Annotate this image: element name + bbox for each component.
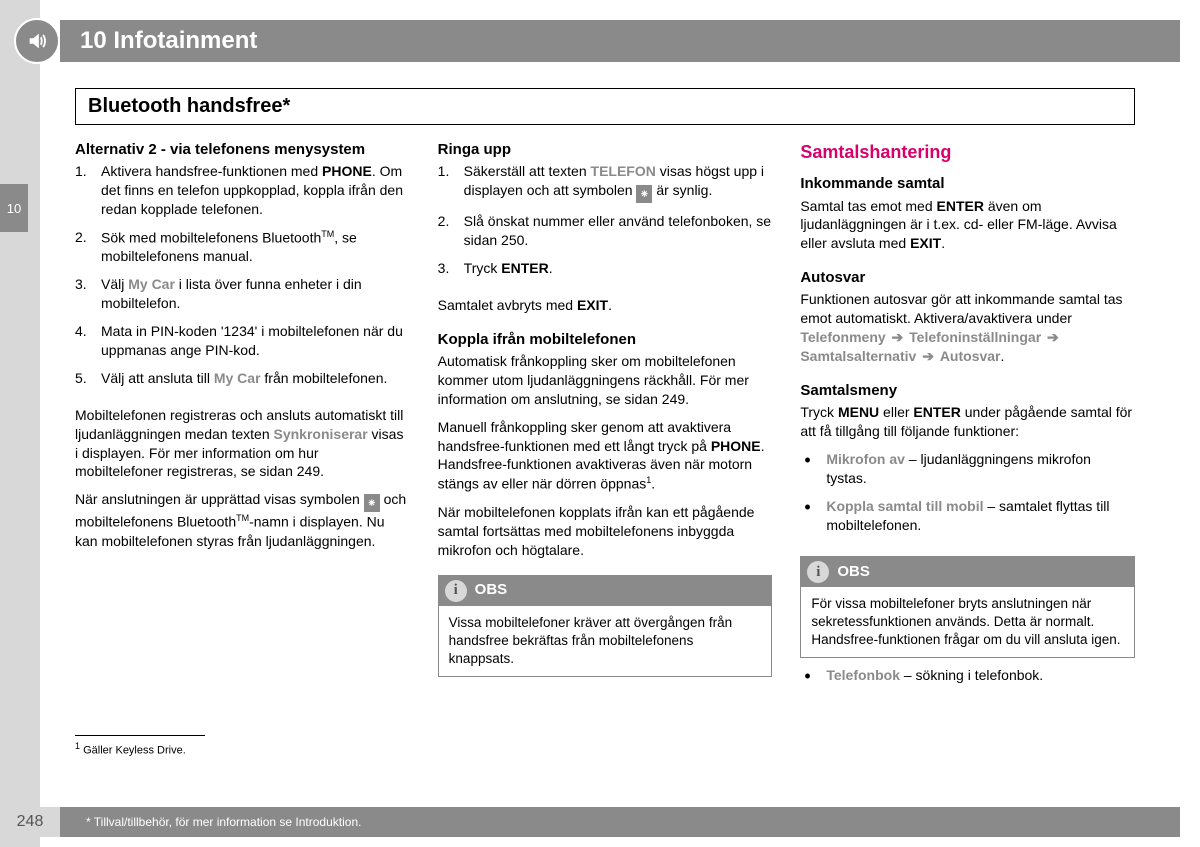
section-title: Bluetooth handsfree* xyxy=(88,95,1122,118)
speaker-icon xyxy=(14,18,60,64)
bluetooth-icon: ⁕ xyxy=(364,494,380,512)
obs-label: OBS xyxy=(837,562,870,582)
arrow-icon: ➔ xyxy=(890,329,906,345)
obs-label: OBS xyxy=(475,580,508,600)
list-item: Välj att ansluta till My Car från mobilt… xyxy=(75,369,410,388)
list-item: Tryck ENTER. xyxy=(438,259,773,278)
obs-header: i OBS xyxy=(801,557,1134,587)
footer-note: * Tillval/tillbehör, för mer information… xyxy=(86,815,361,829)
col2-koppla-p1: Automatisk frånkoppling sker om mobiltel… xyxy=(438,352,773,409)
section-tab: 10 xyxy=(0,184,28,232)
page-margin-left xyxy=(0,0,40,847)
col1-para-connected: När anslutningen är upprättad visas symb… xyxy=(75,490,410,550)
heading-samtalshantering: Samtalshantering xyxy=(800,140,1135,164)
list-item: Telefonbok – sökning i telefonbok. xyxy=(800,666,1135,685)
col2-para-exit: Samtalet avbryts med EXIT. xyxy=(438,296,773,315)
heading-samtalsmeny: Samtalsmeny xyxy=(800,381,1135,401)
column-2: Ringa upp Säkerställ att texten TELEFON … xyxy=(438,140,773,767)
chapter-header: 10 Infotainment xyxy=(60,20,1180,62)
ringa-steps: Säkerställ att texten TELEFON visas högs… xyxy=(438,162,773,287)
arrow-icon: ➔ xyxy=(1045,329,1061,345)
heading-ringa: Ringa upp xyxy=(438,140,773,160)
heading-inkommande: Inkommande samtal xyxy=(800,174,1135,194)
col2-koppla-p2: Manuell frånkoppling sker genom att avak… xyxy=(438,418,773,494)
col1-para-sync: Mobiltelefonen registreras och ansluts a… xyxy=(75,406,410,482)
list-item: Sök med mobiltelefonens BluetoothTM, se … xyxy=(75,228,410,266)
heading-alt2: Alternativ 2 - via telefonens menysystem xyxy=(75,140,410,160)
col3-menu-p: Tryck MENU eller ENTER under pågående sa… xyxy=(800,403,1135,441)
obs-body: Vissa mobiltelefoner kräver att övergång… xyxy=(439,606,772,677)
page-number: 248 xyxy=(0,807,60,837)
bluetooth-icon: ⁕ xyxy=(636,185,652,203)
heading-koppla: Koppla ifrån mobiltelefonen xyxy=(438,330,773,350)
obs-box-2: i OBS För vissa mobiltelefoner bryts ans… xyxy=(800,556,1135,659)
menu-bullets-1: Mikrofon av – ljudanläggningens mikrofon… xyxy=(800,450,1135,544)
col2-koppla-p3: När mobiltelefonen kopplats ifrån kan et… xyxy=(438,503,773,560)
list-item: Slå önskat nummer eller använd telefonbo… xyxy=(438,212,773,250)
section-title-box: Bluetooth handsfree* xyxy=(75,88,1135,125)
footnote-rule xyxy=(75,735,205,736)
column-3: Samtalshantering Inkommande samtal Samta… xyxy=(800,140,1135,767)
list-item: Säkerställ att texten TELEFON visas högs… xyxy=(438,162,773,203)
chapter-title: 10 Infotainment xyxy=(80,27,257,55)
alt2-steps: Aktivera handsfree-funktionen med PHONE.… xyxy=(75,162,410,397)
list-item: Koppla samtal till mobil – samtalet flyt… xyxy=(800,497,1135,535)
footnote-1: 1 Gäller Keyless Drive. xyxy=(75,740,410,759)
obs-body: För vissa mobiltelefoner bryts anslutnin… xyxy=(801,587,1134,658)
arrow-icon: ➔ xyxy=(920,348,936,364)
obs-header: i OBS xyxy=(439,576,772,606)
list-item: Aktivera handsfree-funktionen med PHONE.… xyxy=(75,162,410,219)
info-icon: i xyxy=(807,561,829,583)
obs-box-1: i OBS Vissa mobiltelefoner kräver att öv… xyxy=(438,575,773,678)
footer-bar: * Tillval/tillbehör, för mer information… xyxy=(60,807,1180,837)
list-item: Mikrofon av – ljudanläggningens mikrofon… xyxy=(800,450,1135,488)
info-icon: i xyxy=(445,580,467,602)
heading-autosvar: Autosvar xyxy=(800,268,1135,288)
col3-auto-p: Funktionen autosvar gör att inkommande s… xyxy=(800,290,1135,366)
menu-bullets-2: Telefonbok – sökning i telefonbok. xyxy=(800,666,1135,694)
column-1: Alternativ 2 - via telefonens menysystem… xyxy=(75,140,410,767)
col3-ink-p: Samtal tas emot med ENTER även om ljudan… xyxy=(800,197,1135,254)
content-columns: Alternativ 2 - via telefonens menysystem… xyxy=(75,140,1135,767)
list-item: Mata in PIN-koden '1234' i mobiltelefone… xyxy=(75,322,410,360)
list-item: Välj My Car i lista över funna enheter i… xyxy=(75,275,410,313)
